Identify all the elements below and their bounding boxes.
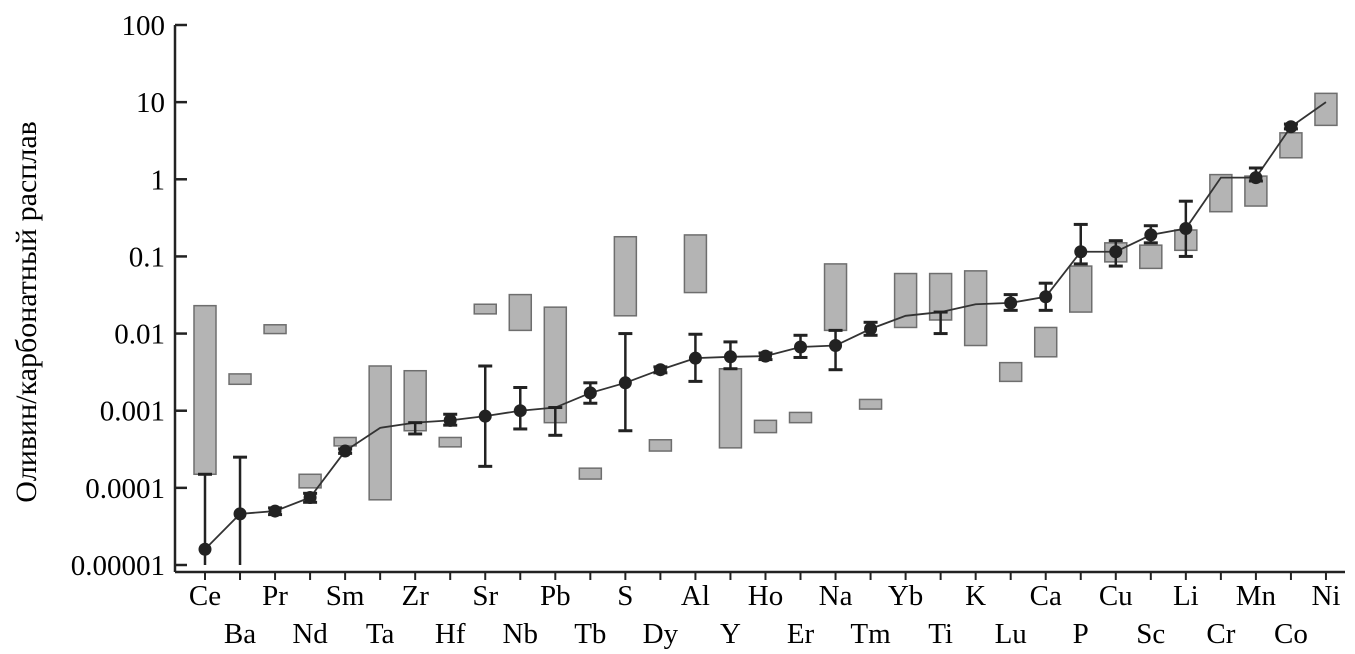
x-tick-label: Ti bbox=[928, 618, 953, 650]
x-tick-label: Cr bbox=[1206, 618, 1235, 650]
x-tick-label: Ho bbox=[748, 580, 783, 612]
x-tick-label: Ba bbox=[224, 618, 256, 650]
x-tick-label: Ce bbox=[189, 580, 221, 612]
data-point bbox=[583, 386, 597, 400]
data-point bbox=[1004, 296, 1018, 310]
range-box bbox=[998, 361, 1023, 383]
data-point bbox=[1144, 228, 1158, 242]
data-point bbox=[198, 542, 212, 556]
y-tick-label: 100 bbox=[122, 10, 166, 42]
x-tick-label: Pr bbox=[262, 580, 288, 612]
range-box bbox=[858, 398, 883, 410]
x-tick-label: Sm bbox=[326, 580, 365, 612]
x-tick-label: Sc bbox=[1136, 618, 1165, 650]
x-tick-label: Li bbox=[1173, 580, 1199, 612]
data-point bbox=[829, 339, 843, 353]
x-tick-label: Yb bbox=[888, 580, 923, 612]
range-box bbox=[193, 304, 217, 476]
x-tick-label: Y bbox=[720, 618, 741, 650]
x-tick-label: Cu bbox=[1099, 580, 1133, 612]
x-tick-label: Ni bbox=[1311, 580, 1340, 612]
data-point bbox=[233, 507, 247, 521]
x-tick-label: Pb bbox=[540, 580, 571, 612]
data-point bbox=[618, 376, 632, 390]
range-box bbox=[718, 367, 743, 449]
data-point bbox=[268, 504, 282, 518]
y-tick-label: 0.001 bbox=[100, 396, 165, 428]
x-tick-label: Ca bbox=[1030, 580, 1062, 612]
data-point bbox=[303, 490, 317, 504]
data-points bbox=[198, 120, 1298, 556]
data-point bbox=[338, 444, 352, 458]
data-point bbox=[513, 404, 527, 418]
data-point bbox=[1249, 171, 1263, 185]
data-point bbox=[1074, 245, 1088, 259]
range-box bbox=[368, 365, 392, 501]
range-box bbox=[1069, 265, 1093, 313]
data-point bbox=[864, 322, 878, 336]
range-box bbox=[543, 306, 568, 424]
data-point bbox=[1039, 290, 1053, 304]
x-tick-label: Hf bbox=[435, 618, 466, 650]
data-point bbox=[794, 340, 808, 354]
x-tick-label: P bbox=[1073, 618, 1089, 650]
data-point bbox=[1109, 245, 1123, 259]
range-box bbox=[788, 411, 813, 424]
range-box bbox=[228, 373, 252, 386]
x-tick-label: Sr bbox=[472, 580, 498, 612]
y-tick-label: 0.0001 bbox=[85, 473, 165, 505]
x-tick-label: Al bbox=[681, 580, 710, 612]
data-point bbox=[723, 350, 737, 364]
data-point bbox=[478, 409, 492, 423]
x-tick-label: Tm bbox=[850, 618, 891, 650]
data-point bbox=[1179, 222, 1193, 236]
x-tick-label: K bbox=[965, 580, 986, 612]
range-box bbox=[438, 436, 462, 448]
range-box bbox=[1139, 244, 1163, 270]
data-point bbox=[443, 413, 457, 427]
x-tick-label: Nb bbox=[503, 618, 538, 650]
y-axis-label: Оливин/карбонатный расплав bbox=[10, 121, 43, 503]
range-boxes bbox=[193, 92, 1338, 501]
axes bbox=[173, 23, 1345, 580]
range-box bbox=[298, 473, 322, 489]
x-tick-label: Tb bbox=[574, 618, 606, 650]
range-box bbox=[1314, 92, 1338, 127]
y-tick-label: 0.00001 bbox=[71, 550, 165, 582]
data-point bbox=[688, 351, 702, 365]
x-tick-label: Nd bbox=[292, 618, 328, 650]
y-tick-label: 0.1 bbox=[129, 241, 165, 273]
data-point bbox=[653, 363, 667, 377]
y-tick-label: 1 bbox=[151, 164, 166, 196]
range-box bbox=[823, 263, 848, 332]
data-point bbox=[758, 349, 772, 363]
x-tick-label: Co bbox=[1274, 618, 1308, 650]
range-box bbox=[263, 324, 287, 335]
range-box bbox=[613, 235, 638, 317]
range-box bbox=[473, 303, 497, 315]
x-tick-label: Mn bbox=[1236, 580, 1277, 612]
x-tick-label: Ta bbox=[366, 618, 395, 650]
x-tick-label: Lu bbox=[995, 618, 1027, 650]
range-box bbox=[508, 293, 533, 332]
range-box bbox=[578, 467, 603, 480]
y-tick-label: 0.01 bbox=[114, 319, 165, 351]
range-box bbox=[1033, 326, 1058, 358]
y-tick-label: 10 bbox=[136, 87, 165, 119]
x-tick-label: Na bbox=[819, 580, 853, 612]
x-tick-label: Zr bbox=[401, 580, 429, 612]
range-box bbox=[753, 419, 778, 434]
range-box bbox=[648, 439, 673, 452]
error-bars bbox=[198, 122, 1298, 565]
range-box bbox=[893, 272, 918, 329]
x-tick-label: S bbox=[617, 580, 633, 612]
range-box bbox=[1209, 173, 1233, 213]
data-point bbox=[1284, 120, 1298, 134]
x-tick-label: Er bbox=[787, 618, 815, 650]
range-box bbox=[683, 234, 708, 294]
range-box bbox=[963, 270, 988, 347]
x-tick-label: Dy bbox=[643, 618, 679, 650]
